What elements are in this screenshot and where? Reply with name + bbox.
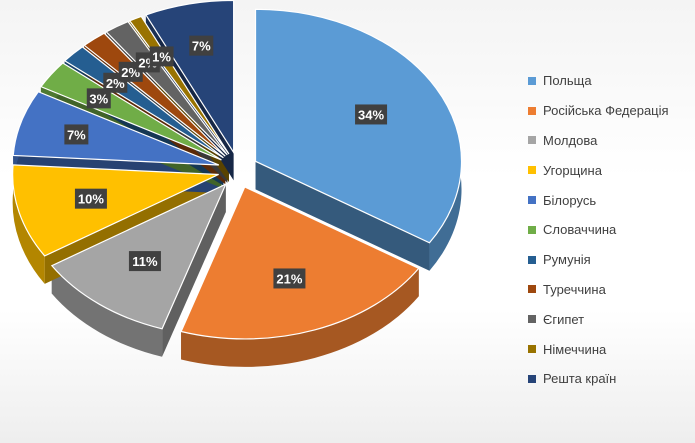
legend-label: Російська Федерація	[543, 103, 669, 119]
svg-text:2%: 2%	[121, 65, 140, 80]
data-label-німеччина: 1%	[149, 46, 174, 67]
legend-label: Польща	[543, 73, 592, 89]
legend-swatch	[528, 196, 536, 205]
legend-swatch	[528, 106, 536, 115]
data-label-білорусь: 7%	[64, 124, 89, 145]
svg-text:21%: 21%	[276, 271, 302, 286]
data-label-решта-країн: 7%	[189, 35, 214, 56]
svg-text:1%: 1%	[152, 49, 171, 64]
data-label-молдова: 11%	[128, 251, 161, 272]
legend-swatch	[528, 255, 536, 264]
legend-item-румунія: Румунія	[528, 245, 669, 275]
svg-text:7%: 7%	[192, 39, 211, 54]
legend-swatch	[528, 76, 536, 85]
legend-label: Словаччина	[543, 222, 617, 238]
data-label-польща: 34%	[355, 104, 388, 125]
legend-label: Угорщина	[543, 162, 602, 178]
legend-swatch	[528, 136, 536, 145]
svg-text:11%: 11%	[132, 254, 158, 269]
legend-item-угорщина: Угорщина	[528, 155, 669, 185]
pie-slice-словаччина	[39, 62, 222, 161]
legend-item-російська-федерація: Російська Федерація	[528, 96, 669, 126]
legend-swatch	[528, 345, 536, 354]
legend-item-туреччина: Туреччина	[528, 275, 669, 305]
svg-text:10%: 10%	[78, 192, 104, 207]
legend-label: Туреччина	[543, 281, 606, 297]
legend-label: Румунія	[543, 252, 591, 268]
legend-item-решта-країн: Решта країн	[528, 364, 669, 394]
svg-text:3%: 3%	[89, 91, 108, 106]
legend-item-єгипет: Єгипет	[528, 304, 669, 334]
svg-text:34%: 34%	[358, 107, 384, 122]
legend-label: Білорусь	[543, 192, 597, 208]
legend-swatch	[528, 315, 536, 324]
pie-slice-білорусь	[12, 91, 220, 166]
svg-text:7%: 7%	[67, 127, 86, 142]
legend-swatch	[528, 166, 536, 175]
pie-slice-польща	[254, 8, 463, 244]
legend-label: Решта країн	[543, 371, 617, 387]
legend-item-німеччина: Німеччина	[528, 334, 669, 364]
data-label-угорщина: 10%	[74, 188, 107, 209]
legend-label: Єгипет	[543, 311, 585, 327]
pie-slice-російська-федерація	[180, 186, 420, 340]
legend-item-словаччина: Словаччина	[528, 215, 669, 245]
legend-swatch	[528, 225, 536, 234]
legend-item-молдова: Молдова	[528, 126, 669, 156]
data-label-словаччина: 3%	[86, 88, 111, 109]
legend-swatch	[528, 374, 536, 383]
legend-label: Молдова	[543, 132, 598, 148]
legend-label: Німеччина	[543, 341, 607, 357]
legend-swatch	[528, 285, 536, 294]
pie-slice-угорщина	[12, 164, 219, 257]
legend-item-польща: Польща	[528, 66, 669, 96]
legend: Польща Російська Федерація Молдова Угорщина…	[528, 66, 669, 394]
legend-item-білорусь: Білорусь	[528, 185, 669, 215]
data-label-російська-федерація: 21%	[273, 268, 306, 289]
